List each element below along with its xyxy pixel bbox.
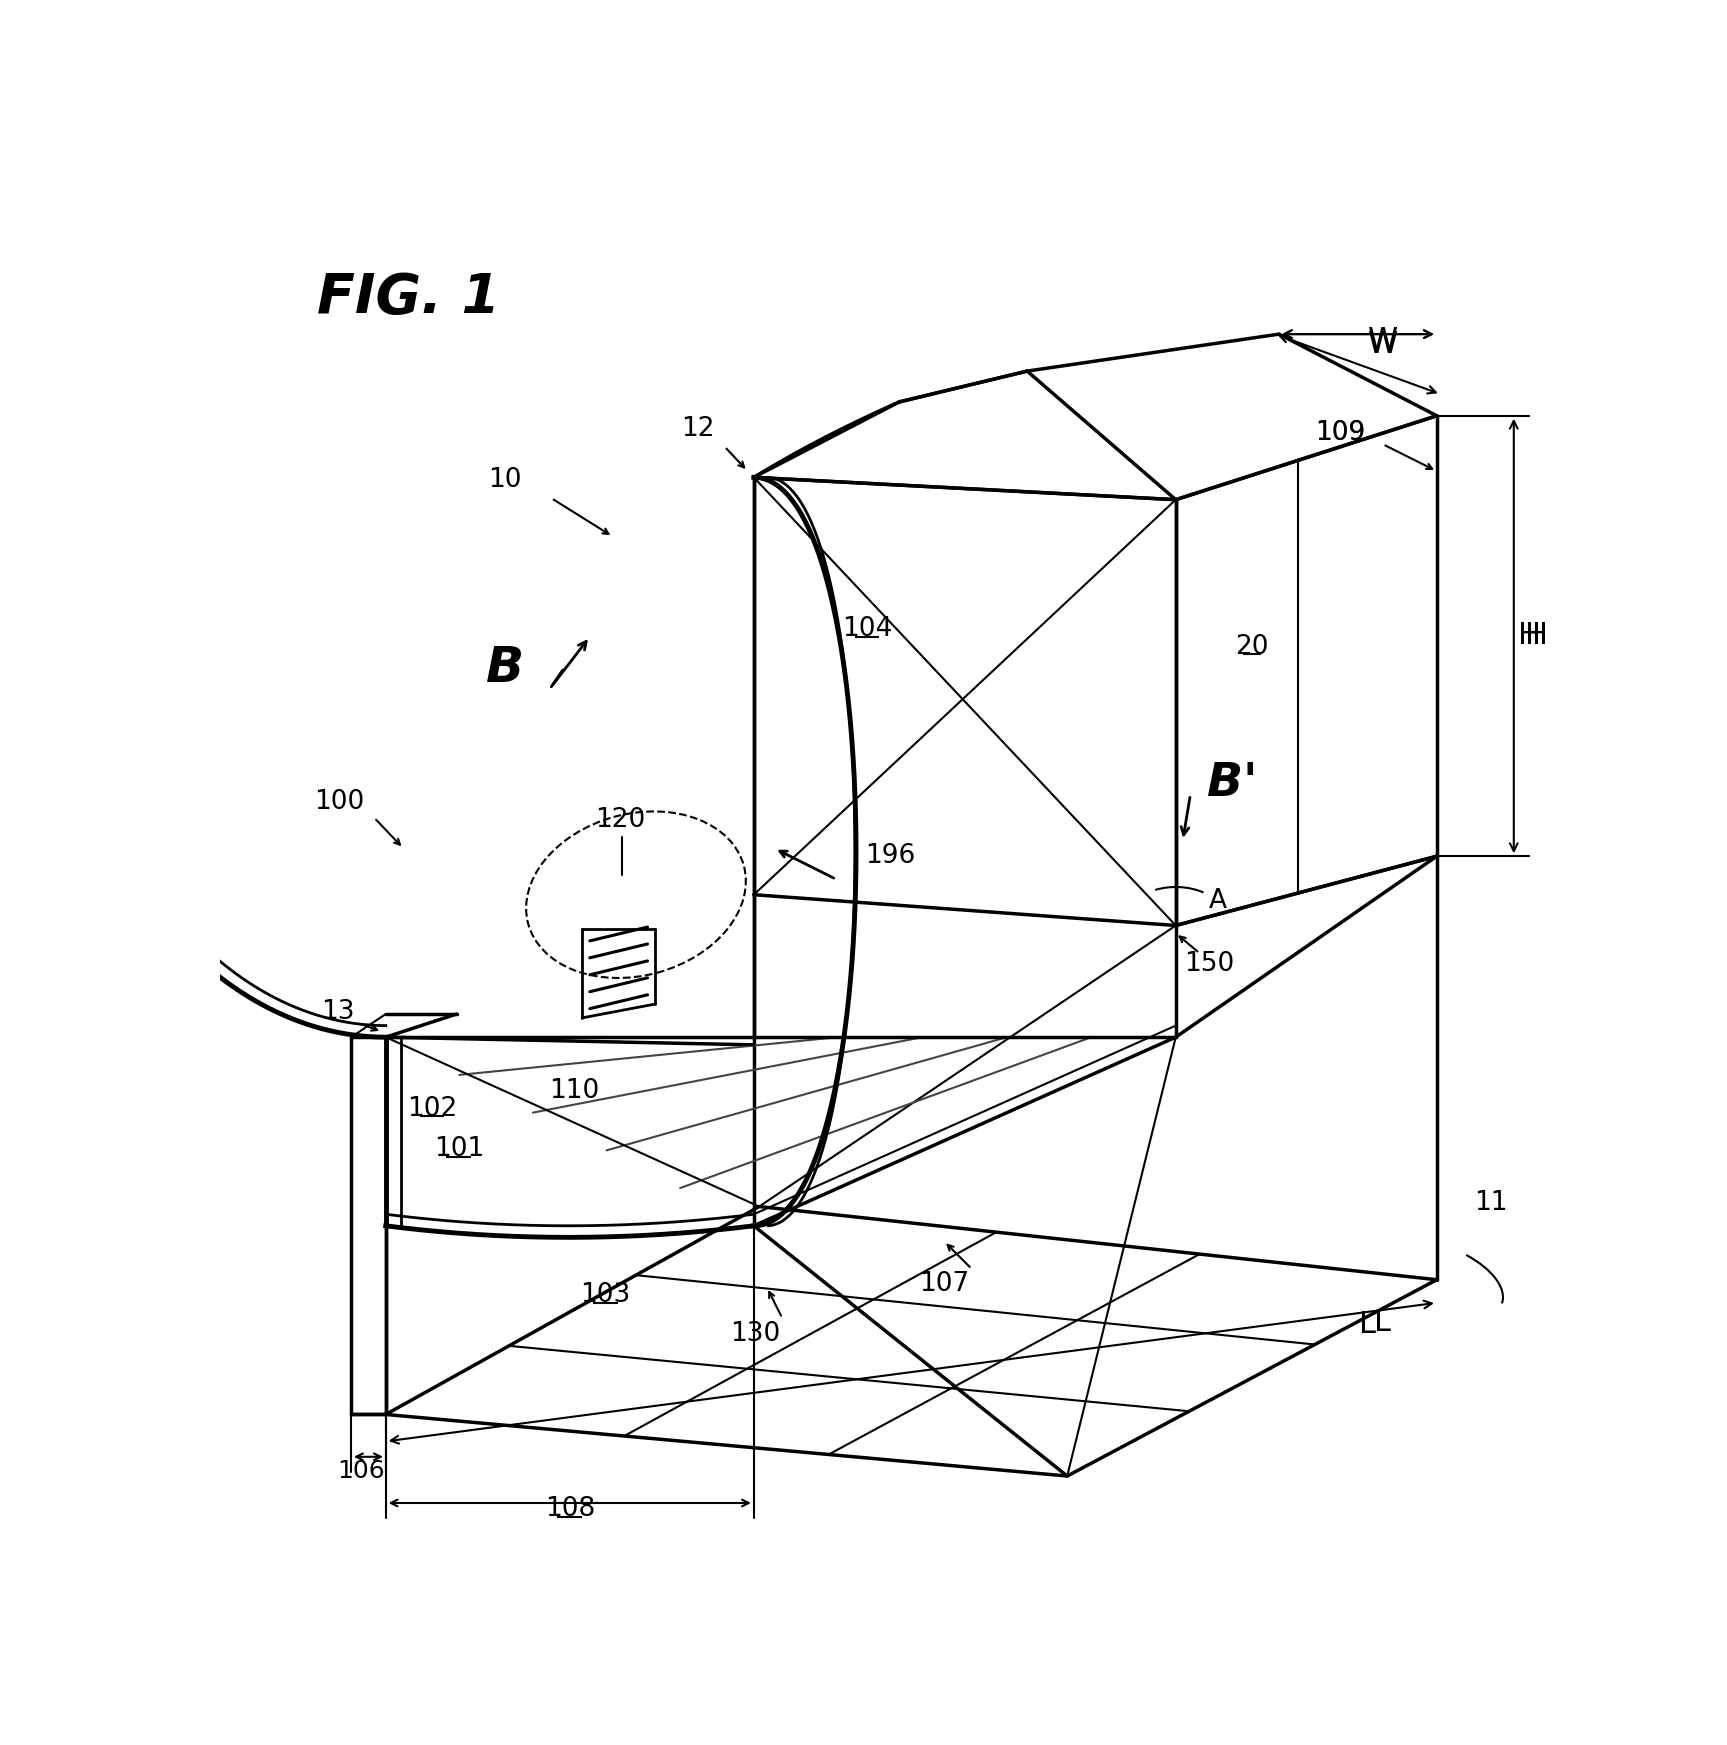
Text: 104: 104 [841, 616, 893, 642]
Text: B: B [485, 644, 525, 691]
Text: 12: 12 [680, 415, 715, 441]
Text: 150: 150 [1185, 951, 1235, 977]
Text: 109: 109 [1316, 421, 1366, 445]
Text: 11: 11 [1473, 1190, 1508, 1216]
Text: L: L [1375, 1307, 1392, 1337]
Text: 109: 109 [1316, 421, 1366, 445]
Text: 103: 103 [580, 1283, 630, 1309]
Text: 106: 106 [337, 1459, 385, 1483]
Text: W: W [1368, 330, 1397, 359]
Text: B': B' [1207, 761, 1257, 806]
Text: 110: 110 [549, 1078, 599, 1105]
Text: 196: 196 [865, 843, 915, 869]
Text: 100: 100 [314, 789, 364, 815]
Text: H: H [1525, 621, 1549, 651]
Text: 13: 13 [321, 998, 354, 1024]
Text: 10: 10 [489, 468, 522, 494]
Text: 101: 101 [433, 1136, 484, 1162]
Text: L: L [1359, 1310, 1376, 1338]
Text: 108: 108 [544, 1495, 594, 1522]
Text: FIG. 1: FIG. 1 [318, 270, 501, 325]
Text: 130: 130 [731, 1321, 781, 1347]
Text: W: W [1368, 326, 1397, 354]
Text: 102: 102 [408, 1096, 458, 1122]
Text: H: H [1518, 621, 1540, 651]
Text: A: A [1209, 888, 1226, 914]
Text: 120: 120 [596, 806, 646, 832]
Text: 107: 107 [919, 1270, 969, 1297]
Text: 20: 20 [1235, 633, 1269, 660]
